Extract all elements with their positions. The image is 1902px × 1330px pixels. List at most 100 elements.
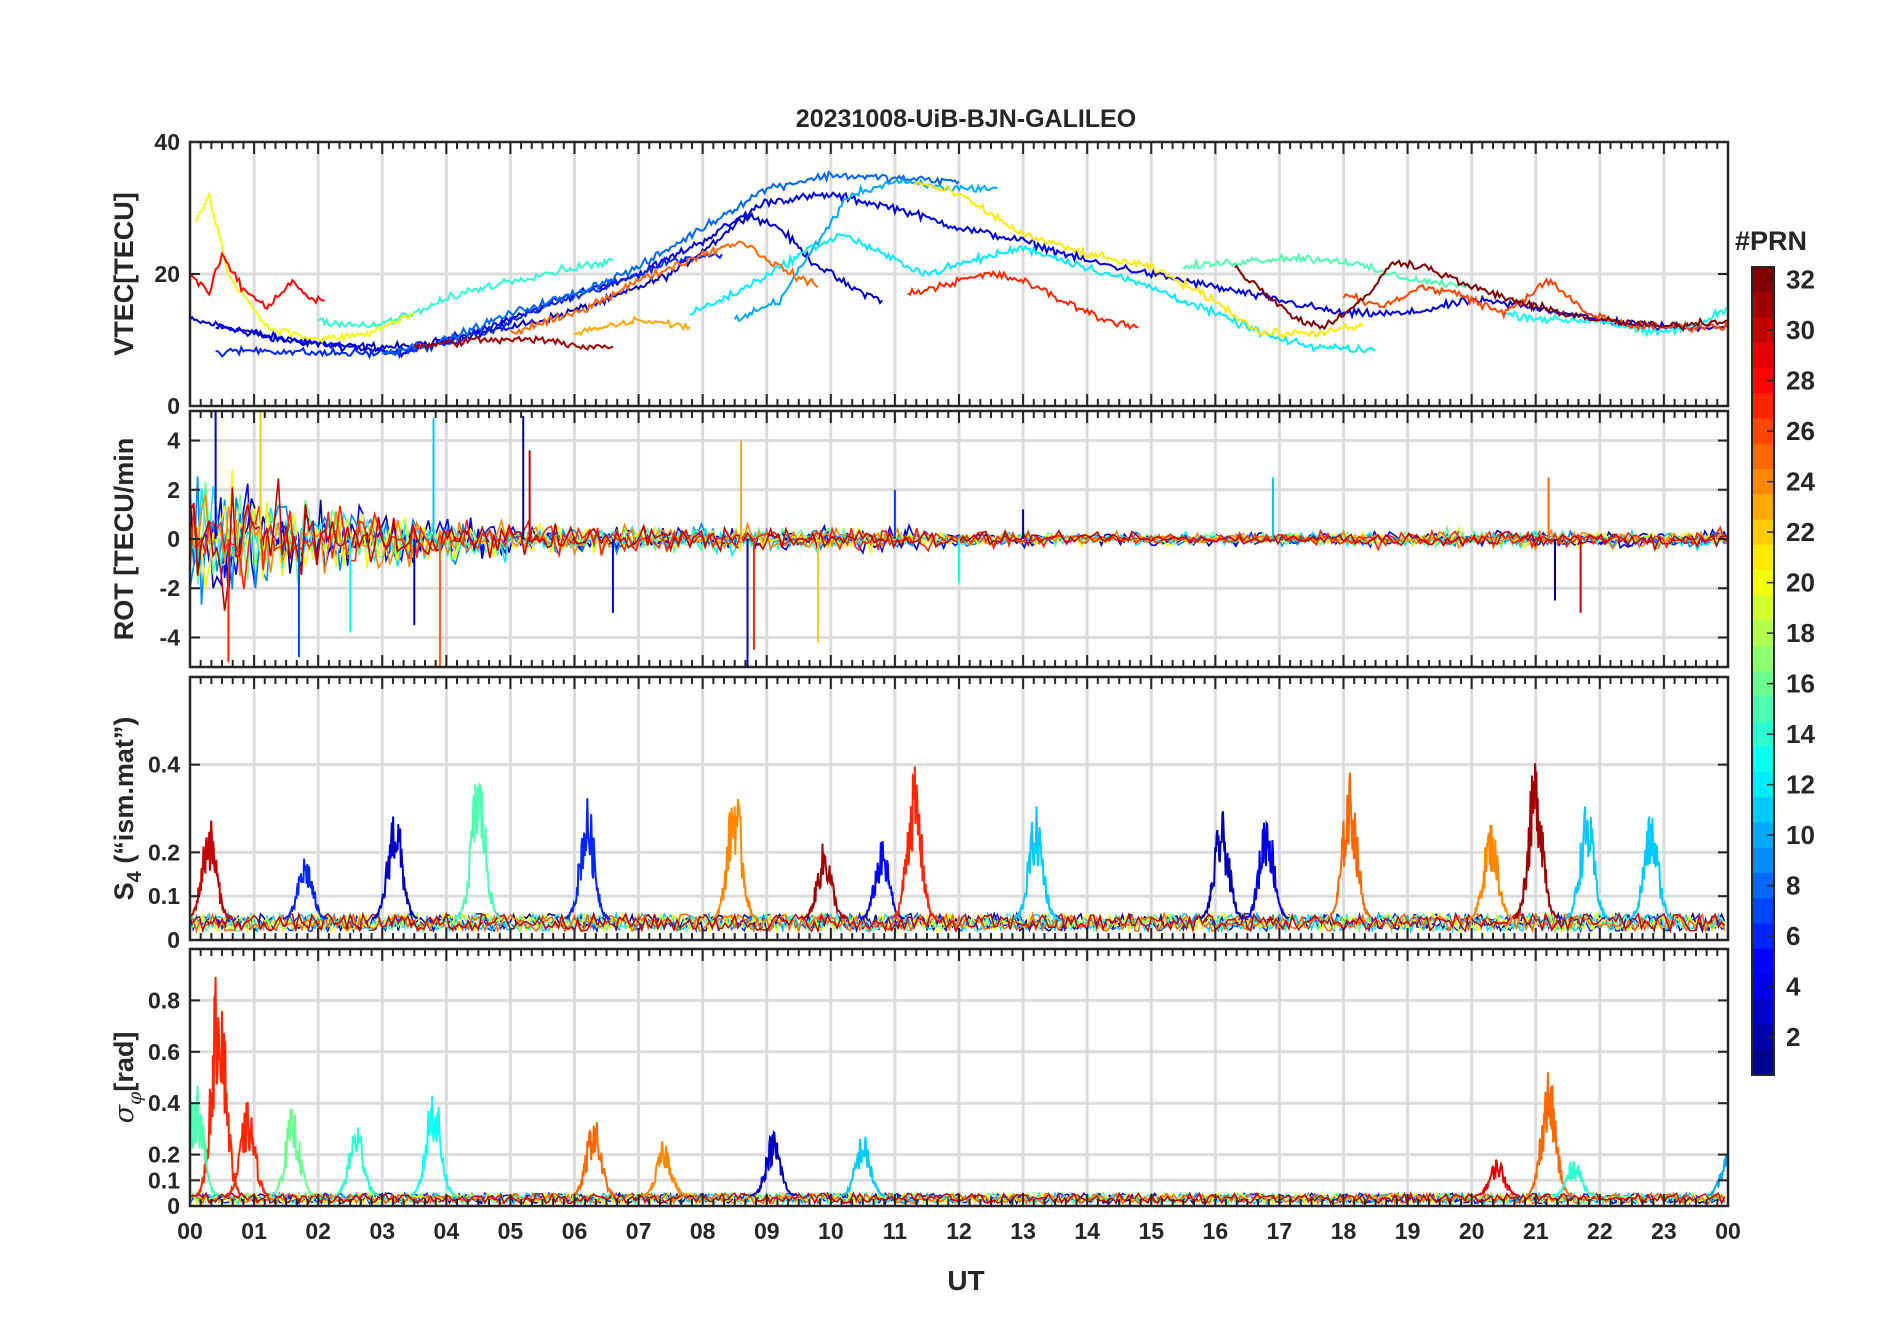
burst-prn-27	[225, 1102, 271, 1197]
x-tick-label: 20	[1459, 1218, 1485, 1244]
y-tick-label: 0.6	[148, 1039, 180, 1065]
x-tick-label: 03	[369, 1218, 395, 1244]
series-prn-20	[195, 190, 415, 344]
plot-area	[190, 411, 1728, 667]
colorbar-segment	[1752, 999, 1774, 1026]
colorbar-tick-label: 28	[1786, 366, 1815, 396]
y-axis-label-rot: ROT [TECU/min	[109, 438, 139, 641]
colorbar-tick-label: 20	[1786, 568, 1815, 598]
x-ticks	[189, 677, 1729, 940]
burst-prn-30	[190, 820, 232, 920]
y-tick-label: -4	[160, 624, 181, 650]
colorbar-segment	[1752, 519, 1774, 546]
burst-prn-11	[840, 1136, 886, 1197]
x-tick-label: 17	[1267, 1218, 1293, 1244]
prn-colorbar: #PRN 32 30 28 26 24 22 20 18 16 14 12 10 8 6 4 2	[1735, 226, 1815, 1076]
burst-prn-6	[564, 798, 611, 920]
y-tick-label: 40	[154, 129, 180, 155]
y-tick-label: 0	[167, 1193, 180, 1219]
x-tick-label: 06	[562, 1218, 588, 1244]
rot-series-prn-24	[190, 494, 1728, 577]
colorbar-segment	[1752, 292, 1774, 319]
burst-prn-14	[1551, 1161, 1597, 1197]
grid	[190, 677, 1728, 940]
x-axis-label: UT	[947, 1265, 984, 1296]
y-tick-label: 20	[154, 261, 180, 287]
colorbar-segment	[1752, 393, 1774, 420]
series-prn-28	[190, 251, 325, 311]
colorbar-segment	[1752, 368, 1774, 394]
x-tick-label: 16	[1203, 1218, 1229, 1244]
colorbar-frame	[1751, 266, 1775, 1076]
x-tick-label: 19	[1395, 1218, 1421, 1244]
series-prn-3	[190, 211, 883, 354]
grid	[190, 949, 1728, 1206]
burst-prn-3	[372, 816, 419, 920]
burst-prn-15	[190, 1085, 219, 1197]
y-axis-label-sigma_phi: σφ[rad]	[109, 1032, 146, 1124]
colorbar-segment	[1752, 873, 1774, 899]
burst-prn-16	[269, 1108, 315, 1197]
colorbar-tick-label: 4	[1786, 972, 1801, 1002]
colorbar-tick-label: 10	[1786, 820, 1815, 850]
x-tick-label: 15	[1138, 1218, 1164, 1244]
colorbar-tick-label: 18	[1786, 618, 1815, 648]
panel-s4: 00.10.20.4S4 (“ism.mat”)	[109, 675, 1730, 953]
y-tick-label: -2	[160, 575, 180, 601]
series-prn-25	[509, 240, 819, 336]
colorbar-segment	[1752, 923, 1774, 950]
colorbar-segment	[1752, 443, 1774, 470]
colorbar-segment	[1752, 797, 1774, 824]
x-tick-label: 02	[305, 1218, 331, 1244]
burst-prn-3	[750, 1130, 796, 1197]
y-axis-label-vtec: VTEC[TECU]	[109, 192, 139, 356]
colorbar-segment	[1752, 948, 1774, 975]
burst-prn-25	[570, 1122, 617, 1197]
colorbar-segment	[1752, 267, 1774, 293]
colorbar-tick-label: 8	[1786, 871, 1800, 901]
burst-prn-15	[455, 781, 501, 920]
burst-prn-4	[1243, 820, 1290, 920]
burst-prn-13	[410, 1095, 457, 1197]
colorbar-tick-label: 2	[1786, 1022, 1800, 1052]
colorbar-segment	[1752, 822, 1774, 849]
series-prn-21	[913, 179, 1364, 340]
burst-prn-24	[1468, 824, 1514, 920]
colorbar-segment	[1752, 494, 1774, 521]
colorbar-segment	[1752, 469, 1774, 495]
colorbar-segment	[1752, 772, 1774, 798]
colorbar-tick-label: 12	[1786, 770, 1815, 800]
colorbar-segment	[1752, 746, 1774, 773]
burst-prn-11	[1013, 806, 1059, 920]
burst-prn-27	[195, 976, 241, 1196]
colorbar-segment	[1752, 342, 1774, 369]
colorbar-segment	[1752, 544, 1774, 571]
burst-prn-25	[1327, 772, 1373, 919]
x-tick-label: 13	[1010, 1218, 1036, 1244]
series-prn-14	[317, 257, 614, 329]
series-prn-15	[1182, 251, 1473, 289]
burst-prn-11	[1628, 816, 1673, 920]
x-tick-label: 10	[818, 1218, 844, 1244]
colorbar-segment	[1752, 671, 1774, 697]
colorbar-tick-label: 32	[1786, 265, 1815, 295]
colorbar-tick-label: 14	[1786, 719, 1815, 749]
burst-prn-24	[641, 1141, 687, 1197]
x-tick-label: 05	[498, 1218, 524, 1244]
y-tick-label: 0.4	[148, 752, 180, 778]
colorbar-segment	[1752, 898, 1774, 925]
colorbar-segment	[1752, 696, 1774, 723]
y-tick-label: 0.4	[148, 1090, 180, 1116]
burst-prn-24	[711, 798, 758, 920]
x-tick-label: 00	[1715, 1218, 1741, 1244]
y-tick-label: 0	[167, 927, 180, 953]
x-tick-label: 08	[690, 1218, 716, 1244]
burst-prn-14	[334, 1127, 380, 1197]
baseline-prn-30	[190, 911, 1726, 934]
burst-prn-31	[1513, 763, 1559, 920]
x-tick-labels: 00 01 02 03 04 05 06 07 08 09 10 11 12 13 14 15 16 17 18 19…	[177, 1218, 1741, 1244]
x-tick-label: 18	[1331, 1218, 1357, 1244]
colorbar-tick-label: 16	[1786, 669, 1815, 699]
x-ticks	[189, 142, 1729, 406]
